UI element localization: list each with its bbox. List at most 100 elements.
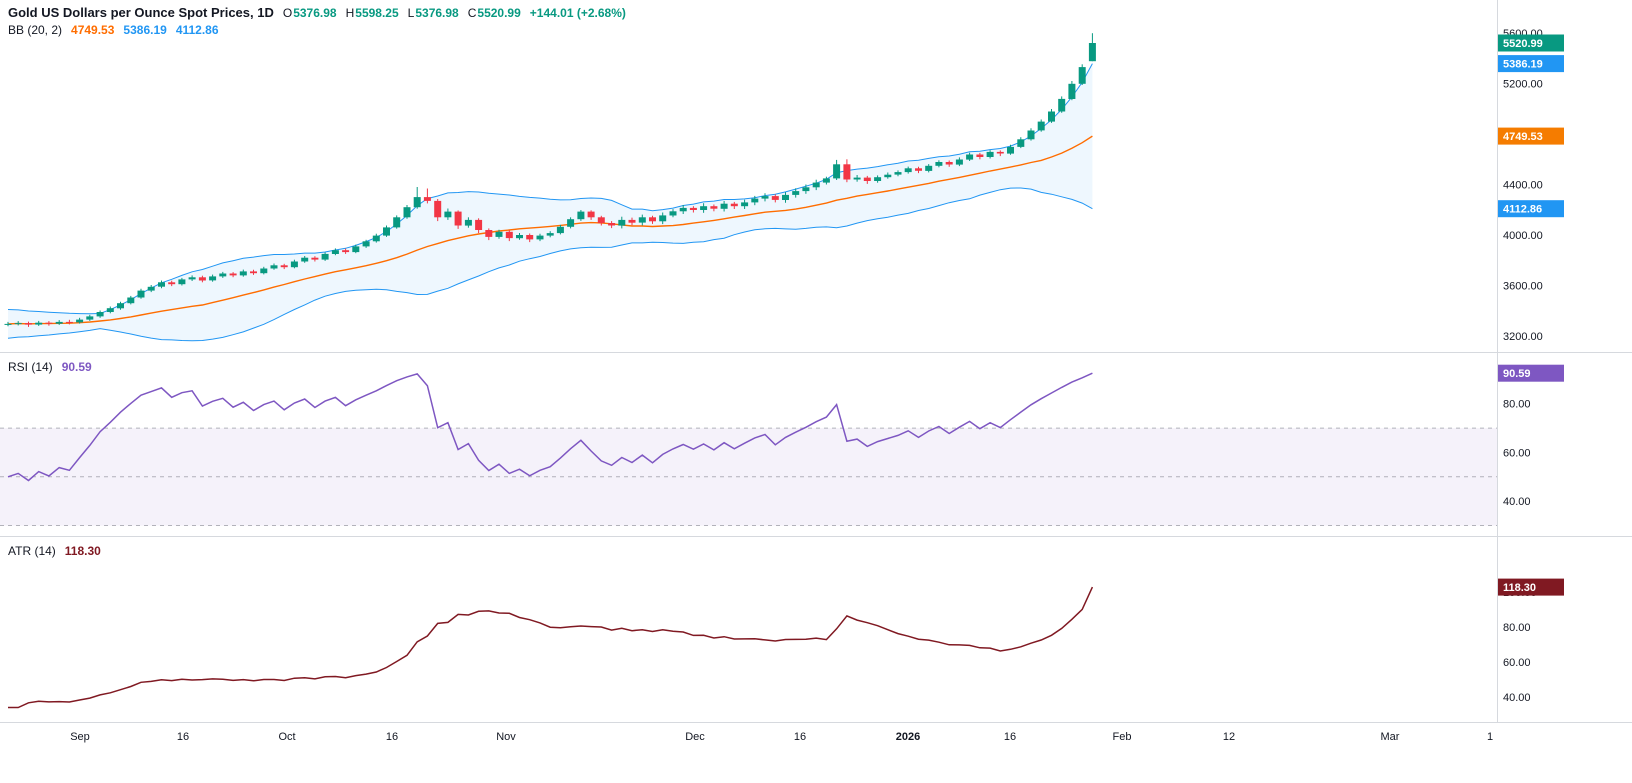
candle-body	[700, 206, 708, 210]
candle-body	[720, 203, 728, 209]
atr-indicator-label[interactable]: ATR (14)	[8, 544, 56, 558]
candle-body	[403, 207, 411, 218]
time-axis-label: 16	[177, 731, 189, 743]
candle-body	[25, 323, 32, 325]
candle-body	[741, 202, 749, 207]
candle-body	[168, 282, 176, 285]
bb-lower-badge: 4112.86	[1498, 200, 1564, 218]
candle-body	[178, 279, 186, 285]
rsi-pane[interactable]	[0, 372, 1497, 526]
candle-body	[106, 308, 114, 312]
candle-body	[96, 312, 104, 317]
candle-body	[1017, 139, 1025, 147]
close-price-badge: 5520.99	[1498, 34, 1564, 52]
candle-body	[65, 321, 73, 323]
ohlc-change: +144.01 (+2.68%)	[529, 6, 626, 20]
candle-body	[649, 217, 656, 222]
candle-body	[158, 282, 165, 287]
candle-body	[301, 257, 309, 262]
candle-body	[127, 297, 135, 304]
candle-body	[1058, 98, 1066, 112]
candle-body	[219, 273, 227, 277]
candlestick-series	[4, 33, 1096, 327]
axis-tick-label: 40.00	[1503, 692, 1531, 704]
rsi-line	[7, 372, 1093, 482]
candle-body	[628, 219, 636, 223]
candle-body	[730, 203, 738, 207]
candle-body	[597, 217, 605, 223]
symbol-title[interactable]: Gold US Dollars per Ounce Spot Prices, 1…	[8, 5, 274, 20]
candle-body	[935, 162, 943, 166]
candle-body	[362, 241, 370, 247]
rsi-indicator-label[interactable]: RSI (14)	[8, 360, 53, 374]
time-axis-label: 16	[386, 731, 398, 743]
ohlc-high: H 5598.25	[345, 6, 399, 20]
candle-body	[14, 323, 22, 325]
candle-body	[280, 265, 288, 268]
bb-lower-line	[7, 187, 1093, 342]
candle-body	[434, 200, 442, 218]
price-scale[interactable]: 5600.005200.004800.004400.004000.003600.…	[1498, 28, 1564, 704]
candle-body	[516, 235, 523, 239]
svg-text:118.30: 118.30	[1503, 582, 1536, 594]
candle-body	[413, 197, 421, 208]
candle-body	[1037, 121, 1045, 131]
candle-body	[4, 323, 12, 325]
candle-body	[904, 168, 912, 173]
axis-tick-label: 60.00	[1503, 447, 1531, 459]
candle-body	[495, 231, 503, 237]
bb-fill	[8, 63, 1093, 341]
svg-text:4112.86: 4112.86	[1503, 204, 1542, 216]
candle-body	[955, 159, 963, 165]
bb-upper-value: 5386.19	[123, 23, 167, 37]
candle-body	[894, 172, 902, 175]
bb-lower-value: 4112.86	[175, 23, 219, 37]
time-axis-label: Sep	[70, 731, 90, 743]
candle-body	[669, 211, 677, 216]
candle-body	[761, 196, 769, 199]
candle-body	[587, 211, 595, 218]
candle-body	[352, 246, 360, 253]
symbol-legend-row: Gold US Dollars per Ounce Spot Prices, 1…	[8, 5, 626, 20]
bb-indicator-label[interactable]: BB (20, 2)	[8, 23, 63, 37]
axis-tick-label: 40.00	[1503, 496, 1531, 508]
candle-body	[331, 250, 339, 254]
candle-body	[1007, 146, 1014, 154]
candle-body	[833, 164, 841, 179]
candle-body	[342, 250, 350, 253]
candle-body	[290, 261, 298, 268]
atr-pane[interactable]	[8, 586, 1094, 709]
candle-body	[925, 165, 933, 171]
candle-body	[198, 277, 206, 281]
rsi-value-badge: 90.59	[1498, 364, 1564, 382]
candle-body	[843, 164, 851, 180]
candle-body	[1068, 83, 1076, 99]
candle-body	[423, 197, 431, 201]
candle-body	[321, 253, 329, 260]
price-pane[interactable]	[4, 33, 1096, 342]
time-axis[interactable]: Sep 16 Oct 16 Nov Dec 16 2026 16 Feb 12 Mar 1	[70, 731, 1493, 743]
time-axis-label: Feb	[1113, 731, 1132, 743]
pane-separators	[0, 0, 1632, 723]
bb-basis-line	[7, 135, 1093, 325]
candle-body	[485, 230, 493, 237]
rsi-pane-legend: RSI (14) 90.59	[8, 360, 92, 374]
candle-body	[710, 206, 718, 209]
candle-body	[577, 211, 585, 220]
candle-body	[751, 198, 759, 203]
bb-basis-value: 4749.53	[71, 23, 115, 37]
candle-body	[771, 196, 779, 200]
candle-body	[372, 235, 380, 242]
time-axis-label: 2026	[896, 731, 920, 743]
price-pane-legend: Gold US Dollars per Ounce Spot Prices, 1…	[8, 5, 626, 37]
atr-line	[8, 586, 1094, 709]
candle-body	[689, 207, 697, 210]
candle-body	[679, 207, 687, 212]
candle-body	[454, 211, 462, 226]
svg-text:4749.53: 4749.53	[1503, 131, 1543, 143]
bb-upper-line	[7, 63, 1093, 315]
candle-body	[1048, 111, 1055, 122]
candle-body	[976, 154, 984, 157]
